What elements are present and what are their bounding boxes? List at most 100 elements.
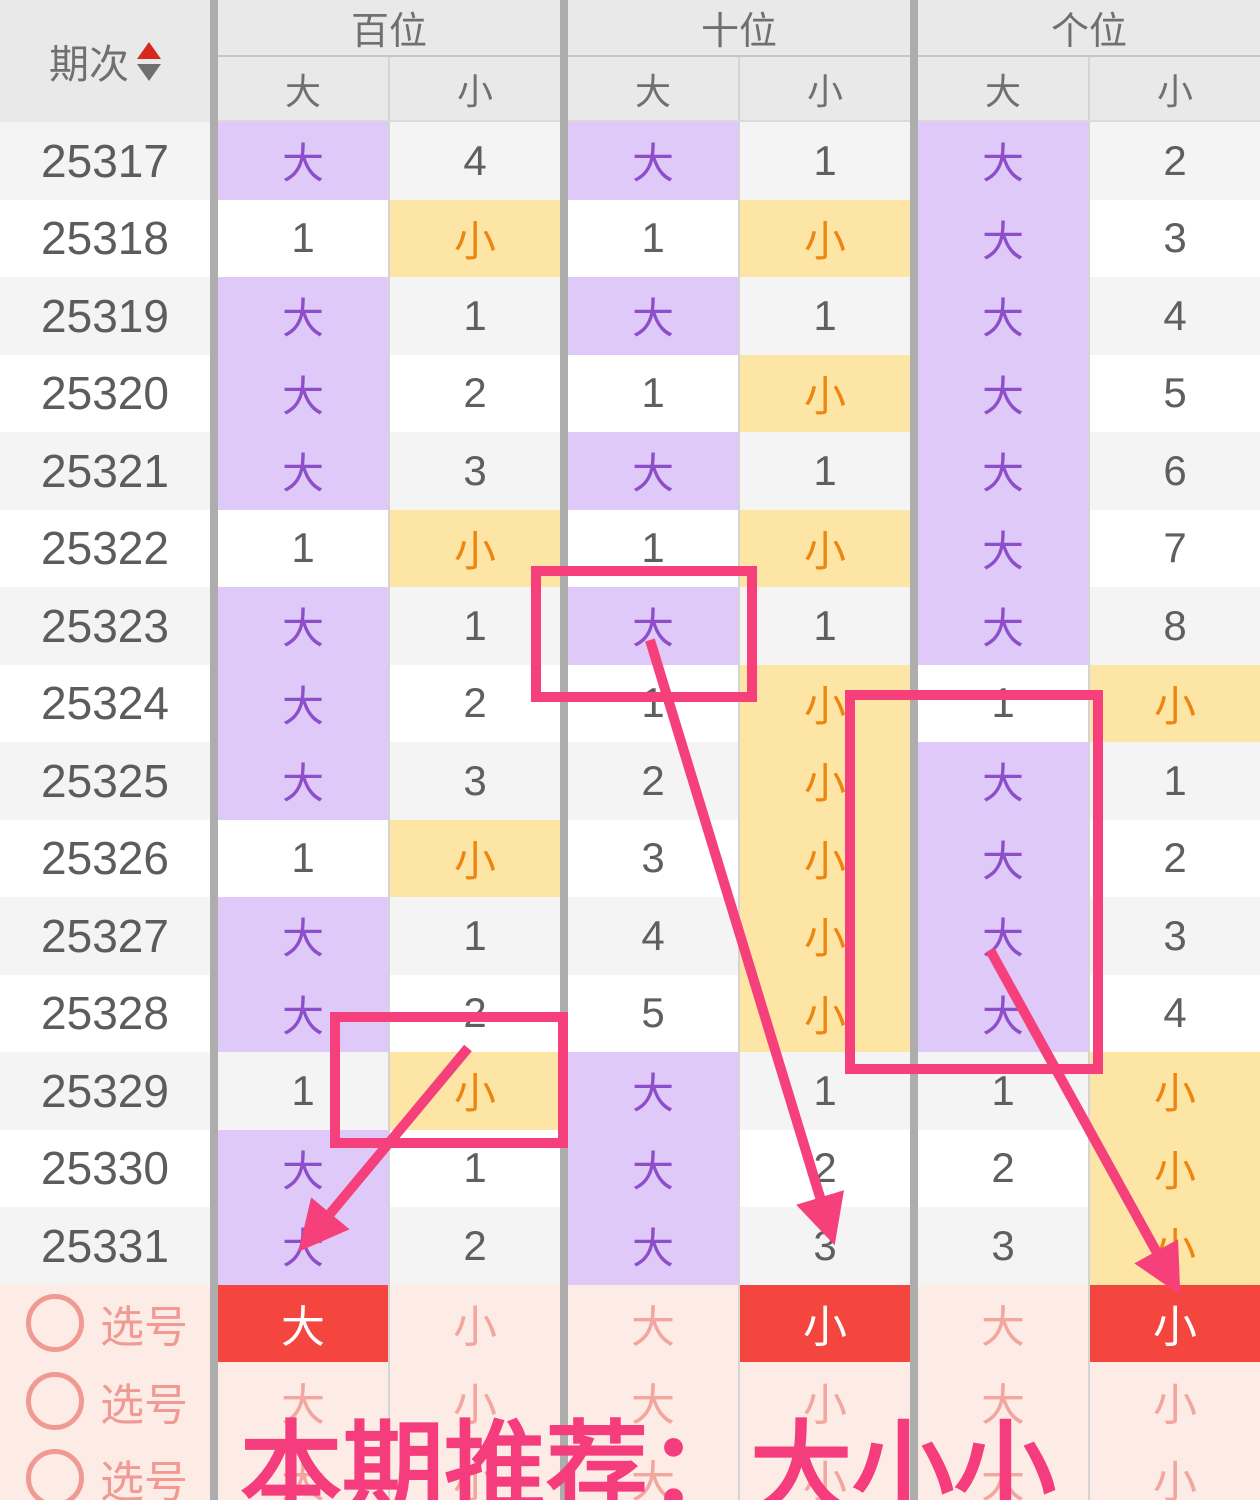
table-cell: 1 — [641, 524, 665, 572]
table-row: 25329 1 小 大 1 1 小 — [0, 1052, 1260, 1130]
table-row: 25325 大 3 2 小 大 1 — [0, 742, 1260, 820]
divider — [738, 57, 740, 120]
table-cell: 1 — [291, 214, 315, 262]
table-row: 25320 大 2 1 小 大 5 — [0, 354, 1260, 432]
table-cell: 大 — [918, 122, 1088, 200]
period-cell: 25325 — [41, 754, 169, 807]
table-cell: 大 — [918, 509, 1088, 587]
table-cell: 大 — [218, 122, 388, 200]
period-cell: 25324 — [41, 677, 169, 730]
sort-asc-icon[interactable] — [137, 41, 161, 59]
picker-selector[interactable]: 选号 — [0, 1439, 210, 1500]
table-cell: 小 — [390, 199, 560, 277]
picker-selector[interactable]: 选号 — [0, 1362, 210, 1440]
period-cell: 25330 — [41, 1142, 169, 1195]
table-cell: 大 — [918, 199, 1088, 277]
divider — [210, 0, 218, 122]
table-cell: 大 — [568, 122, 738, 200]
pick-cell[interactable]: 大 — [631, 1380, 675, 1430]
pick-cell[interactable]: 小 — [803, 1458, 847, 1500]
subheader-small: 小 — [740, 57, 910, 120]
table-cell: 小 — [740, 819, 910, 897]
radio-circle-icon[interactable] — [26, 1294, 84, 1353]
table-row: 25330 大 1 大 2 2 小 — [0, 1129, 1260, 1207]
pick-cell[interactable]: 小 — [1153, 1380, 1197, 1430]
table-cell: 大 — [218, 1129, 388, 1207]
period-cell: 25326 — [41, 832, 169, 885]
pick-cell[interactable]: 大 — [281, 1380, 325, 1430]
table-row: 25327 大 1 4 小 大 3 — [0, 897, 1260, 975]
table-cell: 1 — [813, 291, 837, 339]
table-cell: 大 — [918, 277, 1088, 355]
picker-selector[interactable]: 选号 — [0, 1284, 210, 1362]
pick-cell[interactable]: 大 — [631, 1458, 675, 1500]
table-cell: 2 — [463, 679, 487, 727]
table-cell: 小 — [1090, 1129, 1260, 1207]
table-cell: 5 — [641, 989, 665, 1037]
table-cell: 1 — [291, 1066, 315, 1114]
table-cell: 1 — [291, 834, 315, 882]
table-cell: 1 — [291, 524, 315, 572]
table-cell: 小 — [740, 742, 910, 820]
subheader-big: 大 — [918, 57, 1088, 120]
table-cell: 1 — [641, 679, 665, 727]
pick-cell[interactable]: 大 — [218, 1284, 388, 1362]
group-hundreds: 百位 大 小 — [218, 0, 560, 122]
table-header: 期次 百位 大 小 十位 大 小 个位 — [0, 0, 1260, 122]
table-cell: 1 — [813, 1066, 837, 1114]
sort-desc-icon[interactable] — [137, 63, 161, 81]
divider — [910, 0, 918, 122]
table-cell: 大 — [918, 432, 1088, 510]
group-ones-label: 个位 — [918, 0, 1260, 57]
pick-cell[interactable]: 小 — [453, 1458, 497, 1500]
period-cell: 25317 — [41, 134, 169, 187]
table-row: 25319 大 1 大 1 大 4 — [0, 277, 1260, 355]
table-cell: 大 — [568, 277, 738, 355]
sort-icons[interactable] — [137, 41, 161, 81]
radio-circle-icon[interactable] — [26, 1449, 84, 1500]
pick-cell[interactable]: 小 — [1090, 1284, 1260, 1362]
table-cell: 小 — [1090, 1207, 1260, 1285]
period-column-header[interactable]: 期次 — [0, 0, 210, 122]
picker-label: 选号 — [100, 1380, 188, 1430]
pick-cell[interactable]: 小 — [453, 1303, 497, 1353]
table-cell: 大 — [568, 1052, 738, 1130]
subheader-small: 小 — [390, 57, 560, 120]
group-tens: 十位 大 小 — [568, 0, 910, 122]
group-tens-label: 十位 — [568, 0, 910, 57]
table-cell: 大 — [218, 354, 388, 432]
table-cell: 小 — [1090, 664, 1260, 742]
table-cell: 大 — [918, 819, 1088, 897]
table-cell: 大 — [918, 897, 1088, 975]
table-cell: 2 — [813, 1144, 837, 1192]
table-cell: 1 — [991, 1066, 1015, 1114]
period-cell: 25327 — [41, 909, 169, 962]
pick-cell[interactable]: 大 — [981, 1303, 1025, 1353]
period-cell: 25322 — [41, 522, 169, 575]
pick-cell[interactable]: 大 — [981, 1380, 1025, 1430]
pick-cell[interactable]: 大 — [981, 1458, 1025, 1500]
table-cell: 大 — [218, 432, 388, 510]
radio-circle-icon[interactable] — [26, 1371, 84, 1430]
table-cell: 2 — [463, 1221, 487, 1269]
pick-cell[interactable]: 大 — [281, 1458, 325, 1500]
pick-cell[interactable]: 小 — [1153, 1458, 1197, 1500]
group-hundreds-label: 百位 — [218, 0, 560, 57]
pick-cell[interactable]: 小 — [803, 1380, 847, 1430]
table-cell: 3 — [991, 1221, 1015, 1269]
table-cell: 7 — [1163, 524, 1187, 572]
table-cell: 6 — [1163, 446, 1187, 494]
table-cell: 1 — [813, 601, 837, 649]
divider — [560, 0, 568, 122]
table-cell: 4 — [641, 911, 665, 959]
period-cell: 25320 — [41, 367, 169, 420]
pick-cell[interactable]: 大 — [631, 1303, 675, 1353]
table-cell: 2 — [463, 369, 487, 417]
table-row: 25321 大 3 大 1 大 6 — [0, 432, 1260, 510]
period-cell: 25328 — [41, 987, 169, 1040]
table-cell: 大 — [568, 587, 738, 665]
table-row: 25323 大 1 大 1 大 8 — [0, 587, 1260, 665]
divider — [388, 57, 390, 120]
pick-cell[interactable]: 小 — [740, 1284, 910, 1362]
pick-cell[interactable]: 小 — [453, 1380, 497, 1430]
